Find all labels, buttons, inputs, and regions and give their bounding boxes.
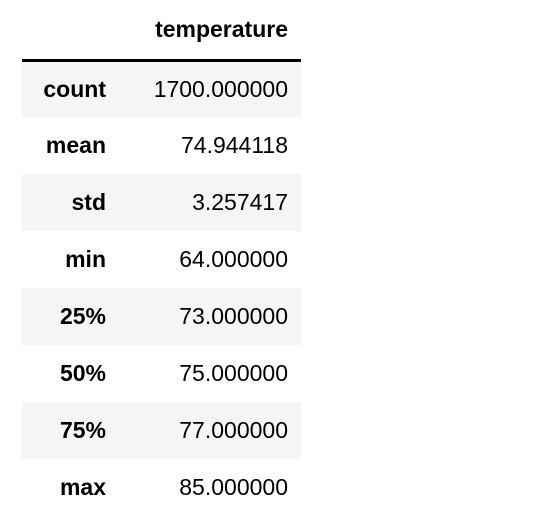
dataframe-output: temperature count 1700.000000 mean 74.94… bbox=[22, 0, 301, 516]
row-label-std: std bbox=[71, 189, 107, 215]
row-label-min: min bbox=[65, 246, 106, 272]
summary-statistics-table: temperature count 1700.000000 mean 74.94… bbox=[22, 0, 301, 516]
cell-50-percent-temperature: 75.000000 bbox=[179, 360, 288, 386]
row-label-max: max bbox=[59, 474, 106, 500]
table-header: temperature bbox=[22, 0, 301, 62]
cell-mean-temperature: 74.944118 bbox=[180, 132, 288, 158]
table-row: min 64.000000 bbox=[22, 231, 301, 288]
table-body: count 1700.000000 mean 74.944118 std 3.2… bbox=[22, 60, 301, 516]
cell-75-percent-temperature: 77.000000 bbox=[179, 417, 288, 443]
index-header-cell bbox=[22, 0, 119, 62]
column-header-temperature: temperature bbox=[119, 0, 301, 62]
row-label-50-percent: 50% bbox=[59, 360, 106, 386]
table-row: std 3.257417 bbox=[22, 174, 301, 231]
cell-count-temperature: 1700.000000 bbox=[153, 75, 288, 102]
table-row: count 1700.000000 bbox=[22, 60, 301, 117]
cell-min-temperature: 64.000000 bbox=[179, 246, 288, 272]
cell-max-temperature: 85.000000 bbox=[179, 474, 288, 500]
row-label-75-percent: 75% bbox=[59, 417, 106, 443]
header-row: temperature bbox=[22, 0, 301, 62]
table-row: 75% 77.000000 bbox=[22, 402, 301, 459]
table-row: 50% 75.000000 bbox=[22, 345, 301, 402]
table-row: 25% 73.000000 bbox=[22, 288, 301, 345]
table-row: max 85.000000 bbox=[22, 459, 301, 516]
row-label-count: count bbox=[43, 75, 106, 102]
cell-std-temperature: 3.257417 bbox=[192, 189, 288, 215]
cell-25-percent-temperature: 73.000000 bbox=[179, 303, 288, 329]
row-label-25-percent: 25% bbox=[59, 303, 106, 329]
row-label-mean: mean bbox=[45, 132, 106, 158]
table-row: mean 74.944118 bbox=[22, 117, 301, 174]
